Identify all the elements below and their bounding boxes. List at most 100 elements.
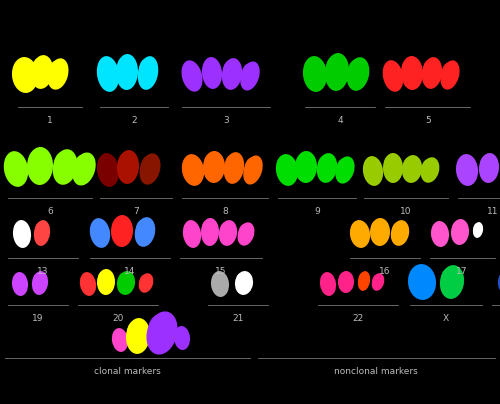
Ellipse shape <box>313 70 324 85</box>
Ellipse shape <box>143 229 153 241</box>
Ellipse shape <box>63 164 74 177</box>
Ellipse shape <box>346 57 370 91</box>
Ellipse shape <box>183 220 201 248</box>
Ellipse shape <box>344 280 352 288</box>
Ellipse shape <box>141 156 155 175</box>
Ellipse shape <box>134 217 156 247</box>
Ellipse shape <box>98 59 114 80</box>
Ellipse shape <box>238 222 254 246</box>
Ellipse shape <box>248 74 258 84</box>
Ellipse shape <box>403 157 417 174</box>
Ellipse shape <box>226 231 235 241</box>
Ellipse shape <box>212 273 224 288</box>
Ellipse shape <box>98 156 114 176</box>
Ellipse shape <box>235 271 253 295</box>
Ellipse shape <box>5 154 22 175</box>
Ellipse shape <box>80 274 92 288</box>
Ellipse shape <box>456 154 478 186</box>
Ellipse shape <box>182 154 204 186</box>
Ellipse shape <box>223 61 237 80</box>
Ellipse shape <box>295 151 317 183</box>
Ellipse shape <box>117 57 132 78</box>
Ellipse shape <box>402 155 422 183</box>
Ellipse shape <box>49 61 63 80</box>
Ellipse shape <box>181 336 188 345</box>
Text: 13: 13 <box>37 267 49 276</box>
Ellipse shape <box>144 281 152 289</box>
Ellipse shape <box>203 151 225 183</box>
Ellipse shape <box>97 269 115 295</box>
Ellipse shape <box>422 57 442 89</box>
Ellipse shape <box>363 279 369 287</box>
Ellipse shape <box>336 156 354 183</box>
Ellipse shape <box>52 149 78 185</box>
Ellipse shape <box>473 222 483 238</box>
Ellipse shape <box>458 229 467 240</box>
Ellipse shape <box>428 168 437 177</box>
Text: 8: 8 <box>222 207 228 216</box>
Ellipse shape <box>90 218 110 248</box>
Text: 10: 10 <box>400 207 412 216</box>
Ellipse shape <box>40 69 50 82</box>
Ellipse shape <box>31 55 53 89</box>
Ellipse shape <box>80 272 96 296</box>
Ellipse shape <box>450 279 461 292</box>
Ellipse shape <box>238 224 250 238</box>
Ellipse shape <box>212 164 222 177</box>
Ellipse shape <box>148 166 158 178</box>
Ellipse shape <box>139 59 153 79</box>
Ellipse shape <box>420 278 432 293</box>
Ellipse shape <box>136 332 147 347</box>
Ellipse shape <box>488 165 496 177</box>
Ellipse shape <box>56 71 66 83</box>
Ellipse shape <box>91 220 105 238</box>
Text: 6: 6 <box>47 207 53 216</box>
Ellipse shape <box>498 271 500 293</box>
Ellipse shape <box>356 71 366 84</box>
Text: 4: 4 <box>337 116 343 125</box>
Ellipse shape <box>146 311 178 355</box>
Ellipse shape <box>242 63 254 81</box>
Ellipse shape <box>244 156 262 185</box>
Ellipse shape <box>401 56 423 90</box>
Ellipse shape <box>220 222 232 238</box>
Ellipse shape <box>72 152 96 185</box>
Ellipse shape <box>410 69 420 83</box>
Ellipse shape <box>276 154 298 186</box>
Ellipse shape <box>32 57 48 78</box>
Ellipse shape <box>320 274 332 288</box>
Ellipse shape <box>391 220 409 246</box>
Text: 17: 17 <box>456 267 468 276</box>
Ellipse shape <box>420 157 440 183</box>
Ellipse shape <box>104 280 113 290</box>
Ellipse shape <box>230 71 240 83</box>
Ellipse shape <box>358 273 367 284</box>
Ellipse shape <box>372 274 381 285</box>
Ellipse shape <box>32 271 48 295</box>
Ellipse shape <box>383 153 403 183</box>
Ellipse shape <box>431 221 449 247</box>
Ellipse shape <box>136 219 150 237</box>
Ellipse shape <box>236 273 248 287</box>
Ellipse shape <box>204 154 220 173</box>
Ellipse shape <box>112 217 128 237</box>
Ellipse shape <box>35 222 46 238</box>
Ellipse shape <box>370 218 390 246</box>
Ellipse shape <box>208 229 217 240</box>
Text: 11: 11 <box>487 207 499 216</box>
Ellipse shape <box>296 154 312 173</box>
Text: 2: 2 <box>131 116 137 125</box>
Ellipse shape <box>372 168 380 180</box>
Ellipse shape <box>98 230 108 242</box>
Ellipse shape <box>112 328 128 352</box>
Ellipse shape <box>140 275 149 286</box>
Ellipse shape <box>451 219 469 245</box>
Ellipse shape <box>378 229 388 240</box>
Ellipse shape <box>82 166 93 179</box>
Ellipse shape <box>326 56 343 79</box>
Ellipse shape <box>126 164 136 177</box>
Ellipse shape <box>14 222 26 239</box>
Ellipse shape <box>384 155 398 173</box>
Ellipse shape <box>358 271 370 291</box>
Ellipse shape <box>318 155 332 173</box>
